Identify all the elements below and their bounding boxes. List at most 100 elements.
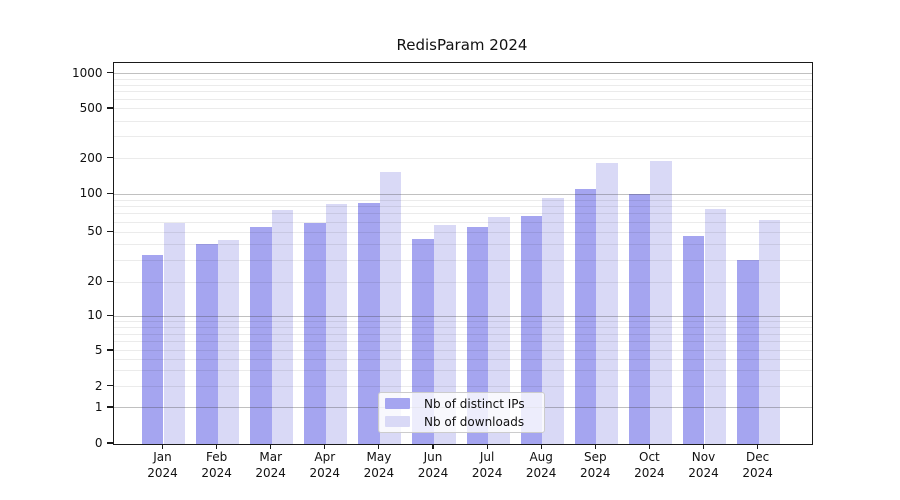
bar-nb-of-distinct-ips-apr [304, 223, 326, 444]
y-tick-label-1: 1 [94, 399, 103, 414]
legend: Nb of distinct IPs Nb of downloads [378, 392, 545, 433]
y-tick-5 [106, 349, 113, 351]
x-tick-jan [161, 444, 164, 449]
gridline-minor-900 [113, 78, 812, 80]
bar-nb-of-distinct-ips-jul [466, 227, 489, 444]
bar-nb-of-distinct-ips-aug [520, 216, 543, 444]
bar-nb-of-downloads-feb [217, 240, 240, 444]
bar-nb-of-downloads-jul [488, 217, 510, 444]
x-tick-may [378, 444, 380, 449]
y-tick-200 [106, 156, 113, 159]
y-tick-label-0: 0 [94, 436, 103, 450]
gridline-minor-90 [113, 199, 812, 201]
gridline-minor-60 [113, 221, 812, 223]
y-tick-label-5: 5 [94, 342, 103, 357]
gridline-minor-300 [113, 136, 812, 138]
y-tick-20 [106, 280, 113, 282]
x-tick-label-aug: Aug 2024 [525, 450, 557, 480]
gridline-minor-5 [113, 350, 812, 352]
gridline-minor-700 [113, 91, 812, 93]
x-tick-label-may: May 2024 [363, 450, 395, 480]
gridline-minor-20 [113, 281, 812, 283]
bar-nb-of-distinct-ips-jan [141, 254, 164, 444]
gridline-minor-6 [113, 341, 812, 343]
gridline-minor-400 [113, 120, 812, 122]
chart-title: RedisParam 2024 [396, 36, 528, 54]
x-tick-label-sep: Sep 2024 [580, 450, 611, 480]
bar-nb-of-distinct-ips-oct [628, 193, 651, 444]
gridline-major-100 [113, 193, 812, 195]
x-tick-apr [324, 444, 326, 449]
bar-nb-of-distinct-ips-may [358, 202, 380, 444]
bar-nb-of-distinct-ips-mar [250, 227, 272, 444]
bar-nb-of-downloads-jun [434, 225, 456, 444]
y-tick-50 [106, 230, 113, 232]
y-tick-label-1000: 1000 [71, 65, 103, 80]
gridline-minor-9 [113, 321, 812, 322]
x-tick-label-jul: Jul 2024 [471, 450, 503, 480]
x-tick-label-mar: Mar 2024 [255, 450, 286, 480]
y-tick-10 [106, 314, 113, 316]
gridline-minor-80 [113, 206, 812, 208]
x-tick-jun [432, 444, 434, 449]
y-tick-label-2: 2 [94, 378, 103, 393]
x-tick-label-dec: Dec 2024 [742, 450, 773, 480]
y-tick-500 [106, 107, 113, 109]
bar-nb-of-downloads-sep [596, 163, 618, 444]
gridline-minor-4 [113, 359, 812, 361]
legend-swatch-downloads [385, 416, 410, 427]
x-tick-feb [216, 444, 218, 449]
bar-nb-of-downloads-jan [163, 223, 186, 444]
x-tick-oct [648, 444, 650, 449]
x-tick-mar [270, 444, 272, 449]
bar-nb-of-downloads-aug [542, 197, 564, 444]
bar-nb-of-distinct-ips-feb [196, 244, 218, 444]
gridline-minor-70 [113, 213, 812, 215]
y-tick-label-20: 20 [87, 274, 103, 289]
bar-nb-of-downloads-dec [758, 219, 781, 444]
x-tick-sep [594, 444, 596, 449]
bar-nb-of-downloads-may [379, 171, 402, 444]
gridline-minor-30 [113, 259, 812, 261]
gridline-minor-2 [113, 386, 812, 387]
gridline-minor-500 [113, 108, 812, 110]
legend-swatch-distinct-ips [385, 398, 410, 409]
legend-label-distinct-ips: Nb of distinct IPs [424, 396, 525, 411]
bar-nb-of-distinct-ips-dec [737, 260, 759, 444]
y-tick-label-50: 50 [87, 224, 103, 239]
y-tick-100 [106, 192, 113, 195]
gridline-minor-600 [113, 99, 812, 101]
y-tick-label-500: 500 [79, 100, 103, 115]
gridline-minor-3 [113, 370, 812, 372]
bar-nb-of-distinct-ips-sep [574, 188, 597, 444]
x-tick-label-jun: Jun 2024 [417, 450, 449, 480]
y-tick-label-100: 100 [79, 186, 103, 201]
plot-area [112, 62, 813, 445]
y-tick-label-10: 10 [87, 308, 103, 323]
x-tick-jul [486, 444, 488, 449]
y-tick-2 [106, 384, 113, 387]
y-tick-1000 [106, 72, 113, 74]
legend-item-distinct-ips: Nb of distinct IPs [385, 397, 538, 411]
legend-label-downloads: Nb of downloads [424, 414, 525, 429]
gridline-major-10 [113, 315, 812, 317]
bar-nb-of-downloads-nov [704, 209, 727, 444]
x-tick-label-apr: Apr 2024 [309, 450, 341, 480]
x-tick-aug [540, 444, 542, 449]
gridline-major-1000 [113, 73, 812, 75]
y-tick-label-200: 200 [79, 150, 103, 165]
x-tick-nov [702, 444, 705, 449]
y-tick-1 [106, 406, 113, 408]
gridline-minor-50 [113, 231, 812, 233]
legend-item-downloads: Nb of downloads [385, 415, 538, 429]
x-tick-label-feb: Feb 2024 [201, 450, 232, 480]
bar-nb-of-distinct-ips-nov [682, 235, 705, 444]
bar-nb-of-downloads-apr [325, 203, 348, 444]
x-tick-label-jan: Jan 2024 [147, 450, 178, 480]
x-tick-label-oct: Oct 2024 [634, 450, 665, 480]
bar-nb-of-downloads-oct [650, 161, 672, 444]
gridline-minor-40 [113, 243, 812, 245]
x-tick-label-nov: Nov 2024 [688, 450, 719, 480]
y-tick-0 [106, 442, 113, 444]
